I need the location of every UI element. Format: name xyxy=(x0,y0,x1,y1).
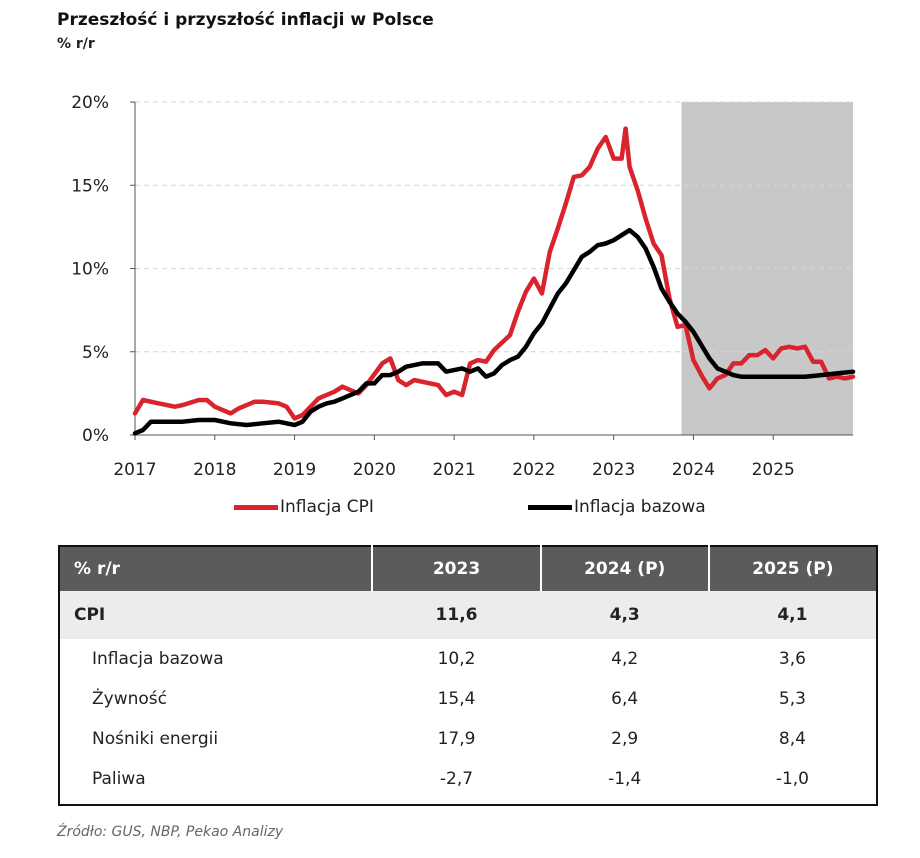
cell-2023: 11,6 xyxy=(372,591,541,639)
series-line-cpi xyxy=(132,126,856,421)
x-tick-label: 2017 xyxy=(113,460,156,480)
table-row-fuel: Paliwa -2,7 -1,4 -1,0 xyxy=(59,759,877,805)
unit-label: % r/r xyxy=(57,36,95,52)
cell-2025: -1,0 xyxy=(775,769,809,789)
table-header-2025: 2025 (P) xyxy=(708,546,877,591)
cell-2024: 4,3 xyxy=(540,591,709,639)
legend-item-core: Inflacja bazowa xyxy=(528,497,706,517)
cell-2024: 2,9 xyxy=(611,729,639,749)
x-tick-label: 2022 xyxy=(512,460,555,480)
cell-2023: 10,2 xyxy=(437,649,476,669)
x-tick-label: 2021 xyxy=(432,460,475,480)
y-tick-label: 15% xyxy=(71,176,109,196)
series-line-core xyxy=(132,227,856,436)
cell-2024: -1,4 xyxy=(608,769,642,789)
table-row-food: Żywność 15,4 6,4 5,3 xyxy=(59,679,877,719)
legend-swatch-core xyxy=(528,504,572,510)
cell-2023: 17,9 xyxy=(437,729,476,749)
y-tick-label: 0% xyxy=(82,426,109,446)
legend-item-cpi: Inflacja CPI xyxy=(234,497,374,517)
cell-2024: 6,4 xyxy=(611,689,639,709)
forecast-table: % r/r 2023 2024 (P) 2025 (P) CPI 11,6 4,… xyxy=(58,545,878,806)
legend-swatch-cpi xyxy=(234,504,278,510)
table-header-2023: 2023 xyxy=(372,546,542,591)
cell-2025: 4,1 xyxy=(708,591,877,639)
row-label: Żywność xyxy=(92,689,167,709)
cell-2024: 4,2 xyxy=(611,649,639,669)
cell-2025: 3,6 xyxy=(778,649,806,669)
cell-2025: 8,4 xyxy=(778,729,806,749)
y-tick-label: 20% xyxy=(71,93,109,113)
cell-2023: 15,4 xyxy=(437,689,476,709)
row-label: CPI xyxy=(59,591,373,639)
x-tick-label: 2020 xyxy=(353,460,396,480)
table-row-cpi: CPI 11,6 4,3 4,1 xyxy=(59,591,877,639)
x-tick-label: 2018 xyxy=(193,460,236,480)
y-tick-label: 10% xyxy=(71,260,109,280)
inflation-line-chart: 0% 5% 10% 15% 20% 2017 2018 2019 2020 2021 2022 202… xyxy=(71,93,856,480)
table-header-2024: 2024 (P) xyxy=(540,546,710,591)
row-label: Inflacja bazowa xyxy=(92,649,224,669)
source-note: Źródło: GUS, NBP, Pekao Analizy xyxy=(57,824,284,840)
x-tick-label: 2019 xyxy=(273,460,316,480)
table-row-energy: Nośniki energii 17,9 2,9 8,4 xyxy=(59,719,877,759)
row-label: Nośniki energii xyxy=(92,729,219,749)
table-header-unit: % r/r xyxy=(59,546,374,591)
y-tick-label: 5% xyxy=(82,343,109,363)
x-tick-label: 2025 xyxy=(752,460,795,480)
chart-title: Przeszłość i przyszłość inflacji w Polsc… xyxy=(57,10,434,30)
x-tick-label: 2023 xyxy=(592,460,635,480)
table-header-row: % r/r 2023 2024 (P) 2025 (P) xyxy=(59,546,877,591)
cell-2025: 5,3 xyxy=(778,689,806,709)
cell-2023: -2,7 xyxy=(439,769,474,789)
table-row-core: Inflacja bazowa 10,2 4,2 3,6 xyxy=(59,639,877,679)
row-label: Paliwa xyxy=(92,769,146,789)
x-tick-label: 2024 xyxy=(672,460,715,480)
chart-legend: Inflacja CPI Inflacja bazowa xyxy=(0,497,920,521)
legend-label-cpi: Inflacja CPI xyxy=(280,497,374,517)
legend-label-core: Inflacja bazowa xyxy=(574,497,706,517)
